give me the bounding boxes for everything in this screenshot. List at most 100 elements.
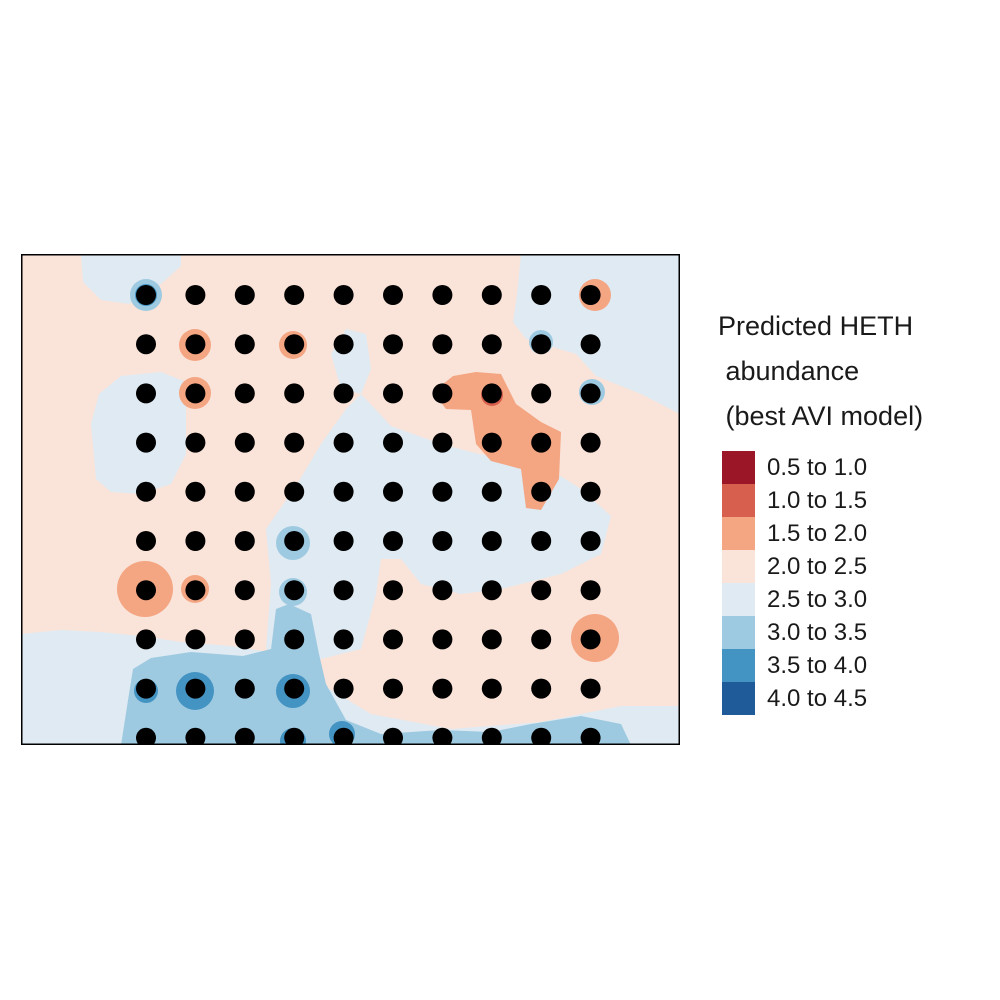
sample-point bbox=[185, 678, 206, 699]
legend-swatch bbox=[722, 682, 755, 715]
sample-point bbox=[383, 432, 403, 453]
sample-point bbox=[432, 383, 453, 404]
legend-label: 1.5 to 2.0 bbox=[767, 519, 868, 547]
legend-key: 1.0 to 1.5 bbox=[718, 484, 923, 517]
sample-point bbox=[531, 481, 552, 502]
sample-point bbox=[333, 285, 354, 305]
sample-point bbox=[333, 629, 354, 650]
sample-point bbox=[383, 481, 403, 502]
legend-swatch bbox=[722, 649, 755, 682]
sample-point bbox=[580, 580, 601, 601]
abundance-map bbox=[21, 254, 680, 745]
sample-point bbox=[531, 432, 552, 453]
legend-label: 2.5 to 3.0 bbox=[767, 585, 868, 613]
sample-point bbox=[580, 629, 601, 650]
sample-point bbox=[531, 678, 552, 699]
sample-point bbox=[136, 580, 156, 601]
sample-point bbox=[284, 727, 305, 745]
sample-point bbox=[284, 285, 305, 305]
legend-label: 4.0 to 4.5 bbox=[767, 684, 868, 712]
sample-point bbox=[234, 580, 255, 601]
sample-point bbox=[136, 629, 156, 650]
sample-point bbox=[481, 580, 502, 601]
sample-point bbox=[284, 334, 305, 355]
sample-point bbox=[185, 383, 206, 404]
sample-point bbox=[234, 727, 255, 745]
sample-point bbox=[481, 334, 502, 355]
sample-point bbox=[136, 383, 156, 404]
sample-point bbox=[185, 432, 206, 453]
sample-point bbox=[531, 334, 552, 355]
legend-key: 2.5 to 3.0 bbox=[718, 583, 923, 616]
sample-point bbox=[136, 727, 156, 745]
sample-point bbox=[432, 334, 453, 355]
sample-point bbox=[185, 629, 206, 650]
sample-point bbox=[432, 727, 453, 745]
sample-point bbox=[383, 727, 403, 745]
sample-point bbox=[136, 432, 156, 453]
legend-label: 1.0 to 1.5 bbox=[767, 486, 868, 514]
sample-point bbox=[580, 481, 601, 502]
legend-swatch bbox=[722, 517, 755, 550]
sample-point bbox=[136, 531, 156, 551]
sample-point bbox=[333, 580, 354, 601]
sample-point bbox=[531, 531, 552, 551]
sample-point bbox=[185, 727, 206, 745]
sample-point bbox=[432, 285, 453, 305]
sample-point bbox=[432, 678, 453, 699]
sample-point bbox=[580, 727, 601, 745]
sample-point bbox=[481, 432, 502, 453]
sample-point bbox=[580, 432, 601, 453]
sample-point bbox=[383, 285, 403, 305]
west-high-zone bbox=[91, 372, 186, 494]
sample-point bbox=[234, 481, 255, 502]
sample-point bbox=[481, 531, 502, 551]
legend-key: 0.5 to 1.0 bbox=[718, 451, 923, 484]
sample-point bbox=[481, 285, 502, 305]
sample-point bbox=[481, 481, 502, 502]
sample-point bbox=[383, 629, 403, 650]
sample-point bbox=[136, 481, 156, 502]
sample-point bbox=[185, 531, 206, 551]
sample-point bbox=[481, 727, 502, 745]
legend-title: Predicted HETH abundance (best AVI model… bbox=[718, 304, 923, 439]
sample-point bbox=[531, 285, 552, 305]
map-panel bbox=[21, 254, 680, 745]
legend: Predicted HETH abundance (best AVI model… bbox=[718, 304, 923, 715]
sample-point bbox=[234, 678, 255, 699]
legend-key: 2.0 to 2.5 bbox=[718, 550, 923, 583]
legend-key: 3.5 to 4.0 bbox=[718, 649, 923, 682]
legend-title-line: (best AVI model) bbox=[718, 401, 924, 431]
sample-point bbox=[383, 678, 403, 699]
sample-point bbox=[333, 383, 354, 404]
sample-point bbox=[234, 334, 255, 355]
sample-point bbox=[531, 383, 552, 404]
sample-point bbox=[531, 629, 552, 650]
legend-title-line: Predicted HETH bbox=[718, 311, 914, 341]
legend-label: 2.0 to 2.5 bbox=[767, 552, 868, 580]
sample-point bbox=[580, 678, 601, 699]
sample-point bbox=[531, 727, 552, 745]
sample-point bbox=[383, 334, 403, 355]
sample-point bbox=[234, 285, 255, 305]
legend-swatch bbox=[722, 451, 755, 484]
sample-point bbox=[531, 580, 552, 601]
legend-keys: 0.5 to 1.0 1.0 to 1.5 1.5 to 2.0 2.0 to 2.5… bbox=[718, 451, 923, 715]
legend-swatch bbox=[722, 616, 755, 649]
legend-title-line: abundance bbox=[718, 356, 860, 386]
legend-swatch bbox=[722, 583, 755, 616]
northeast-high-zone bbox=[513, 254, 680, 414]
sample-point bbox=[580, 531, 601, 551]
sample-point bbox=[136, 678, 156, 699]
sample-point bbox=[432, 432, 453, 453]
legend-label: 3.5 to 4.0 bbox=[767, 651, 868, 679]
legend-key: 1.5 to 2.0 bbox=[718, 517, 923, 550]
sample-point bbox=[136, 285, 156, 305]
sample-point bbox=[284, 481, 305, 502]
sample-point bbox=[333, 531, 354, 551]
legend-key: 3.0 to 3.5 bbox=[718, 616, 923, 649]
sample-point bbox=[284, 678, 305, 699]
sample-point bbox=[432, 481, 453, 502]
sample-point bbox=[185, 334, 206, 355]
sample-point bbox=[580, 383, 601, 404]
